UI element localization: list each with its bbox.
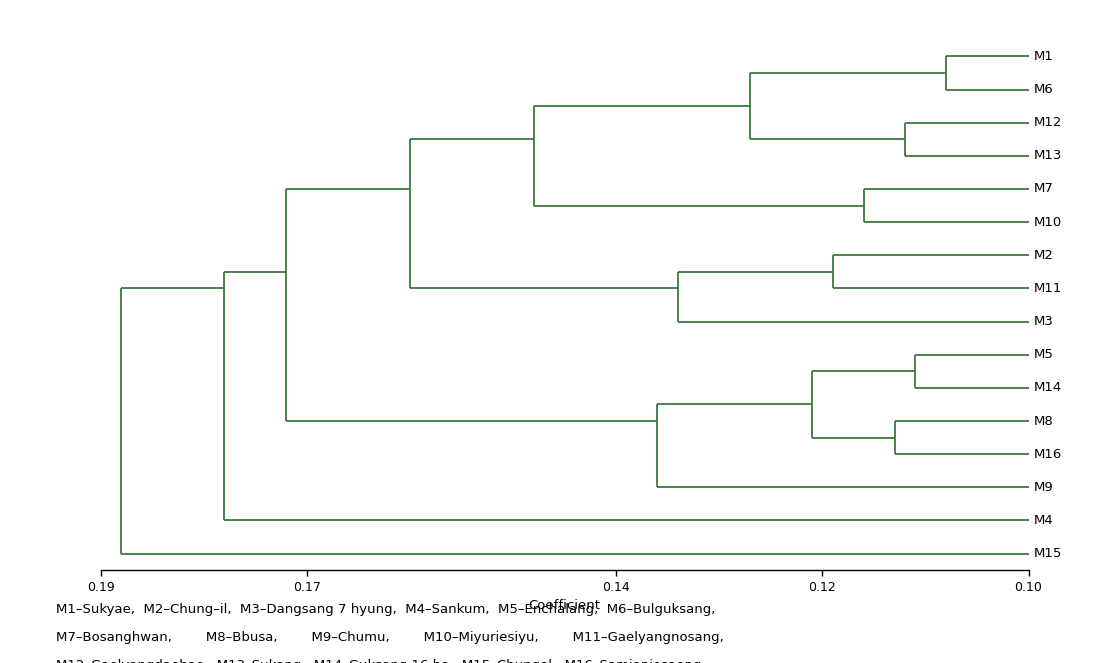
X-axis label: Coefficient: Coefficient — [529, 599, 600, 612]
Text: M9: M9 — [1034, 481, 1053, 494]
Text: M10: M10 — [1034, 215, 1062, 229]
Text: M1–Sukyae,  M2–Chung–il,  M3–Dangsang 7 hyung,  M4–Sankum,  M5–Enchalang,  M6–Bu: M1–Sukyae, M2–Chung–il, M3–Dangsang 7 hy… — [56, 603, 716, 617]
Text: M12–Gaelyangdaehae,  M13–Sukang,  M14–Guksang 16 ho,  M15–Chungol,  M16–Samjonjo: M12–Gaelyangdaehae, M13–Sukang, M14–Guks… — [56, 659, 701, 663]
Text: M7: M7 — [1034, 182, 1053, 196]
Text: M4: M4 — [1034, 514, 1053, 527]
Text: M5: M5 — [1034, 348, 1053, 361]
Text: M6: M6 — [1034, 83, 1053, 96]
Text: M15: M15 — [1034, 547, 1062, 560]
Text: M1: M1 — [1034, 50, 1053, 63]
Text: M3: M3 — [1034, 315, 1053, 328]
Text: M11: M11 — [1034, 282, 1062, 295]
Text: M13: M13 — [1034, 149, 1062, 162]
Text: M7–Bosanghwan,        M8–Bbusa,        M9–Chumu,        M10–Miyuriesiyu,        : M7–Bosanghwan, M8–Bbusa, M9–Chumu, M10–M… — [56, 631, 723, 644]
Text: M2: M2 — [1034, 249, 1053, 262]
Text: M16: M16 — [1034, 448, 1062, 461]
Text: M8: M8 — [1034, 414, 1053, 428]
Text: M14: M14 — [1034, 381, 1062, 394]
Text: M12: M12 — [1034, 116, 1062, 129]
